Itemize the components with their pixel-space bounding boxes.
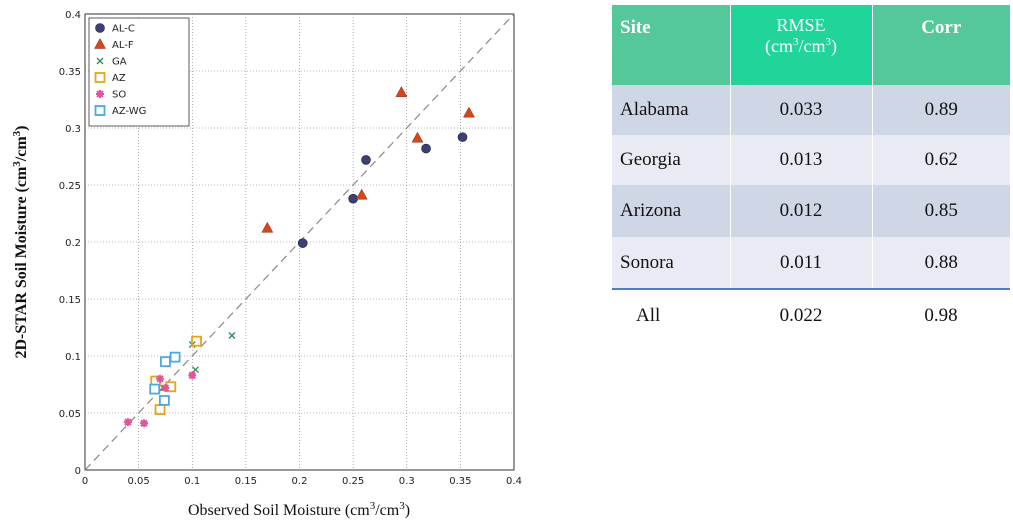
data-point-az-wg	[160, 356, 171, 368]
cell-corr: 0.98	[872, 288, 1010, 341]
cell-site: Georgia	[612, 135, 730, 185]
y-axis-title: 2D-STAR Soil Moisture (cm3/cm3)	[11, 125, 30, 358]
x-tick-label: 0.2	[292, 476, 308, 487]
data-point-al-f	[355, 188, 368, 200]
y-tick-label: 0.2	[65, 238, 81, 249]
legend-label: SO	[112, 90, 126, 101]
y-tick-label: 0	[75, 466, 81, 477]
y-tick-label: 0.35	[59, 67, 81, 78]
data-point-al-c	[457, 132, 468, 142]
data-point-al-f	[411, 131, 424, 143]
data-point-al-f	[261, 221, 274, 233]
data-point-al-c	[421, 143, 431, 154]
x-tick-label: 0.05	[127, 476, 149, 487]
data-point-al-c	[361, 155, 371, 165]
cell-corr: 0.88	[871, 237, 1010, 289]
table-header-row: Site RMSE (cm3/cm3) Corr	[612, 5, 1010, 85]
x-tick-label: 0.35	[449, 476, 471, 487]
legend-box	[88, 17, 190, 127]
cell-corr: 0.89	[871, 85, 1010, 135]
legend-label: AL-F	[112, 40, 134, 51]
data-point-ga	[192, 366, 199, 374]
table-row: Georgia 0.013 0.62	[612, 135, 1010, 185]
table-row: Arizona 0.012 0.85	[612, 185, 1010, 237]
data-point-az-wg	[149, 383, 161, 395]
y-tick-labels: 0 0.05 0.1 0.15 0.2 0.25 0.3 0.35 0.4	[59, 10, 81, 477]
cell-site: Sonora	[612, 237, 730, 289]
data-point-al-f	[395, 86, 408, 97]
table-row: Alabama 0.033 0.89	[612, 85, 1010, 135]
x-tick-label: 0.1	[184, 476, 200, 487]
x-tick-label: 0.3	[399, 476, 415, 487]
data-point-az-wg	[158, 395, 170, 406]
header-rmse-label: RMSE	[776, 15, 826, 35]
cell-rmse: 0.022	[730, 288, 872, 341]
data-point-so	[123, 418, 132, 427]
scatter-chart: 0 0.05 0.1 0.15 0.2 0.25 0.3 0.35 0.4 0 0.05 0.1 0.…	[11, 10, 522, 519]
cell-rmse: 0.011	[729, 237, 872, 289]
legend-marker-az-wg	[94, 105, 106, 116]
x-tick-label: 0.25	[342, 476, 364, 487]
y-tick-label: 0.15	[59, 295, 81, 306]
data-point-so	[139, 419, 148, 428]
data-point-az	[191, 335, 202, 347]
cell-site: Arizona	[612, 185, 730, 237]
data-point-al-c	[297, 238, 308, 248]
cell-corr: 0.85	[871, 185, 1010, 237]
data-point-so	[161, 383, 170, 392]
data-point-so	[188, 371, 197, 380]
legend-label: AZ-WG	[112, 106, 146, 117]
cell-rmse: 0.012	[729, 185, 872, 237]
cell-rmse: 0.013	[729, 135, 872, 185]
legend-label: AL-C	[112, 24, 135, 35]
header-rmse-unit: (cm3/cm3)	[765, 36, 837, 56]
legend-label: AZ	[112, 73, 126, 84]
legend-label: GA	[112, 57, 127, 68]
cell-rmse: 0.033	[729, 85, 872, 135]
legend-marker-az	[94, 72, 106, 83]
header-rmse: RMSE (cm3/cm3)	[729, 5, 872, 85]
data-point-al-f	[463, 106, 475, 118]
cell-site: All	[612, 288, 730, 341]
y-tick-label: 0.05	[59, 409, 81, 420]
legend-marker-so	[96, 90, 104, 98]
x-tick-label: 0.15	[235, 476, 257, 487]
statistics-table: Site RMSE (cm3/cm3) Corr Alabama 0.033 0.…	[612, 5, 1010, 341]
y-tick-label: 0.25	[59, 181, 81, 192]
data-points	[123, 86, 475, 428]
data-point-so	[156, 374, 165, 383]
header-site: Site	[612, 5, 730, 85]
x-tick-label: 0.4	[506, 476, 522, 487]
legend: AL-C AL-F GA AZ SO AZ-WG	[88, 17, 190, 127]
cell-corr: 0.62	[871, 135, 1010, 185]
data-point-ga	[228, 332, 236, 339]
x-axis-title: Observed Soil Moisture (cm3/cm3)	[188, 500, 410, 519]
y-tick-label: 0.1	[65, 352, 81, 363]
legend-marker-ga	[96, 57, 104, 65]
table-row: Sonora 0.011 0.88	[612, 237, 1010, 289]
cell-site: Alabama	[612, 85, 730, 135]
legend-marker-al-c	[95, 23, 105, 33]
legend-marker-al-f	[94, 37, 106, 49]
table-row-all: All 0.022 0.98	[612, 288, 1010, 341]
y-tick-label: 0.3	[65, 124, 81, 135]
y-tick-label: 0.4	[65, 10, 81, 21]
x-tick-labels: 0 0.05 0.1 0.15 0.2 0.25 0.3 0.35 0.4	[82, 476, 522, 487]
data-point-az-wg	[169, 351, 181, 363]
header-corr: Corr	[871, 5, 1010, 85]
x-tick-label: 0	[82, 476, 88, 487]
